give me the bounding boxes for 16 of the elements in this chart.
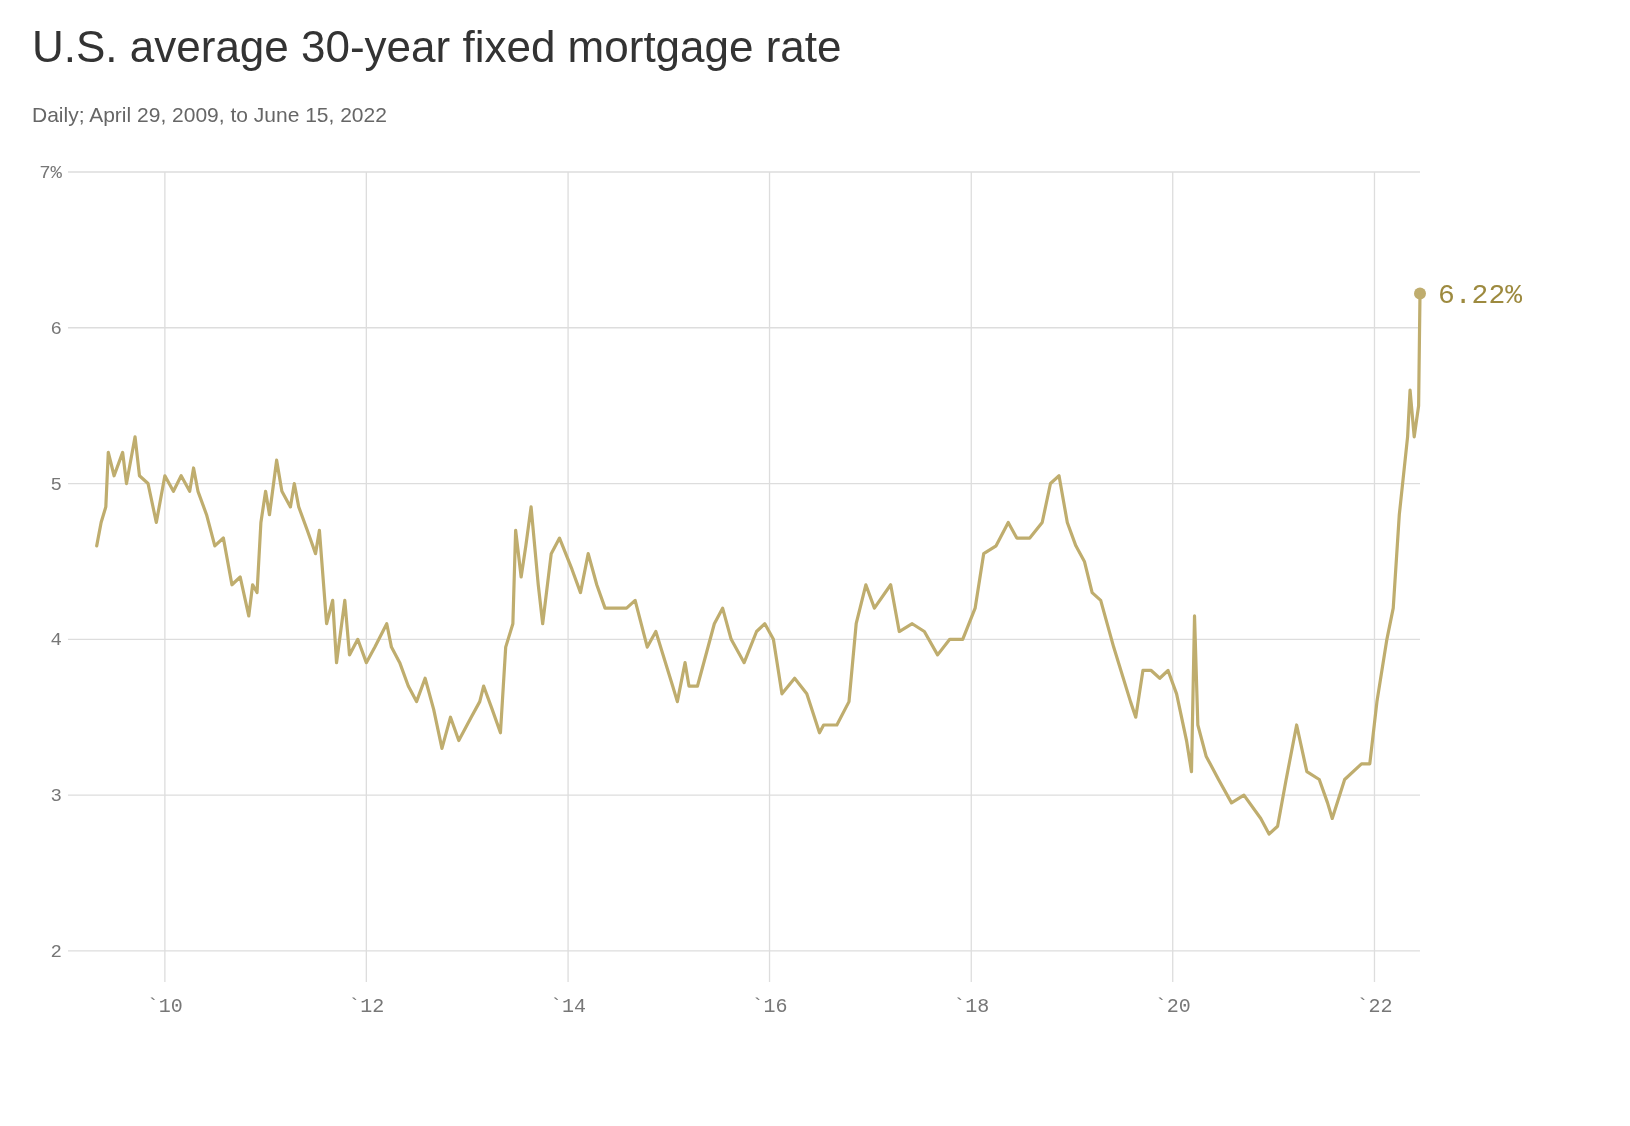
x-tick-label: `10 [146, 995, 183, 1018]
x-tick-label: `16 [751, 995, 788, 1018]
annotation: 6.22% [1438, 279, 1523, 311]
chart-subtitle: Daily; April 29, 2009, to June 15, 2022 [32, 103, 387, 126]
y-tick-label: 5 [50, 473, 62, 496]
x-tick-label: `20 [1154, 995, 1191, 1018]
x-tick-label: `22 [1356, 995, 1393, 1018]
chart-title: U.S. average 30-year fixed mortgage rate [32, 22, 842, 71]
x-tick-label: `18 [953, 995, 990, 1018]
y-tick-label: 6 [50, 317, 62, 340]
x-tick-label: `12 [348, 995, 385, 1018]
y-tick-label: 7% [39, 162, 63, 184]
y-tick-label: 3 [50, 785, 62, 808]
y-tick-label: 2 [50, 940, 62, 963]
x-tick-label: `14 [550, 995, 587, 1018]
y-tick-label: 4 [50, 629, 62, 652]
